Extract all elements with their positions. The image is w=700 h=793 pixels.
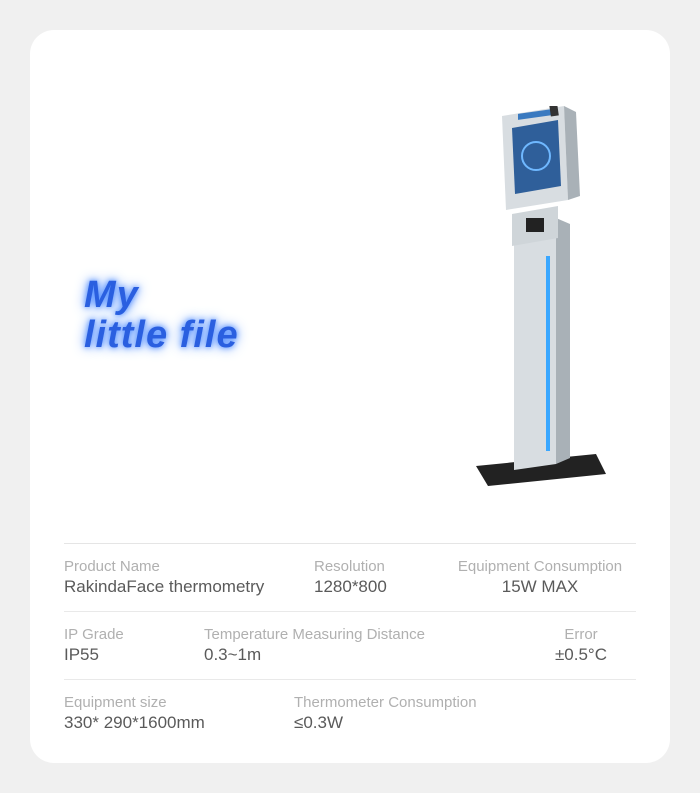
spec-equipment-size: Equipment size 330* 290*1600mm [64,694,274,733]
spec-label: Product Name [64,558,294,575]
spec-value: RakindaFace thermometry [64,577,294,597]
spec-thermometer-consumption: Thermometer Consumption ≤0.3W [294,694,636,733]
spec-value: ≤0.3W [294,713,636,733]
spec-temp-distance: Temperature Measuring Distance 0.3~1m [204,626,506,665]
spec-label: Temperature Measuring Distance [204,626,506,643]
spec-value: ±0.5°C [526,645,636,665]
spec-label: Resolution [314,558,424,575]
spec-label: IP Grade [64,626,184,643]
spec-label: Equipment Consumption [444,558,636,575]
product-card: My little file [30,30,670,763]
spec-value: 330* 290*1600mm [64,713,274,733]
device-svg [446,106,616,486]
spec-value: 1280*800 [314,577,424,597]
device-illustration [446,106,616,486]
specs-row-2: IP Grade IP55 Temperature Measuring Dist… [64,626,636,680]
spec-resolution: Resolution 1280*800 [314,558,424,597]
specs-row-3: Equipment size 330* 290*1600mm Thermomet… [64,694,636,733]
hero-section: My little file [64,54,636,537]
spec-product-name: Product Name RakindaFace thermometry [64,558,294,597]
spec-value: 15W MAX [444,577,636,597]
hero-separator [64,543,636,544]
hero-line2: little file [84,314,239,356]
spec-label: Equipment size [64,694,274,711]
spec-equipment-consumption: Equipment Consumption 15W MAX [444,558,636,597]
spec-value: IP55 [64,645,184,665]
spec-ip-grade: IP Grade IP55 [64,626,184,665]
spec-error: Error ±0.5°C [526,626,636,665]
hero-title: My little file [84,276,239,356]
spec-label: Error [526,626,636,643]
spec-value: 0.3~1m [204,645,506,665]
specs-row-1: Product Name RakindaFace thermometry Res… [64,558,636,612]
spec-label: Thermometer Consumption [294,694,636,711]
specs-table: Product Name RakindaFace thermometry Res… [64,558,636,733]
hero-line1: My [84,274,139,316]
